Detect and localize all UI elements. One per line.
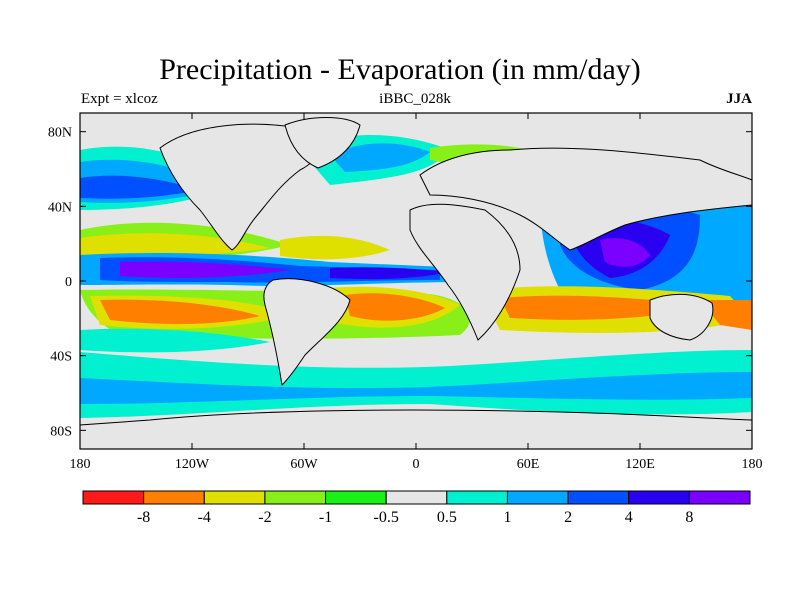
lon-tick-label: 0	[413, 457, 420, 472]
colorbar-label: -4	[198, 509, 211, 526]
colorbar-box	[628, 490, 690, 505]
colorbar: -8 -4 -2 -1 -0.5 0.5 1 2 4 8	[82, 490, 751, 526]
colorbar-box	[385, 490, 448, 505]
colorbar-label: -2	[258, 509, 271, 526]
colorbar-label: -1	[319, 509, 332, 526]
colorbar-label: -0.5	[374, 509, 399, 526]
colorbar-box	[688, 490, 751, 505]
axis-ticks: 180 120W 60W 0 60E 120E 180 80N 40N 0 40S 80S	[48, 113, 763, 472]
lat-tick-label: 40S	[50, 350, 72, 365]
colorbar-box	[264, 490, 327, 505]
colorbar-label: 0.5	[437, 509, 457, 526]
lon-tick-label: 180	[742, 457, 763, 472]
experiment-label: Expt = xlcoz	[81, 91, 158, 107]
lon-tick-label: 180	[70, 457, 91, 472]
colorbar-label: 2	[564, 509, 572, 526]
lon-tick-label: 60W	[290, 457, 318, 472]
colorbar-box	[325, 490, 387, 505]
lat-tick-label: 80S	[50, 424, 72, 439]
colorbar-label: 1	[503, 509, 511, 526]
colorbar-box	[506, 490, 569, 505]
colorbar-box	[203, 490, 266, 505]
lat-tick-label: 80N	[48, 126, 72, 141]
colorbar-box	[567, 490, 630, 505]
lat-tick-label: 40N	[48, 200, 72, 215]
season-label: JJA	[726, 91, 752, 107]
lat-tick-label: 0	[65, 275, 72, 290]
continent-outlines	[79, 117, 753, 450]
lon-tick-label: 120E	[625, 457, 655, 472]
lon-tick-label: 120W	[175, 457, 210, 472]
colorbar-label: 4	[625, 509, 633, 526]
colorbar-box	[446, 490, 508, 505]
colorbar-label: 8	[685, 509, 693, 526]
map-title: Precipitation - Evaporation (in mm/day)	[159, 53, 641, 86]
run-label: iBBC_028k	[379, 91, 451, 107]
lon-tick-label: 60E	[517, 457, 540, 472]
colorbar-label: -8	[137, 509, 150, 526]
colorbar-box	[82, 490, 145, 505]
colorbar-box	[143, 490, 205, 505]
